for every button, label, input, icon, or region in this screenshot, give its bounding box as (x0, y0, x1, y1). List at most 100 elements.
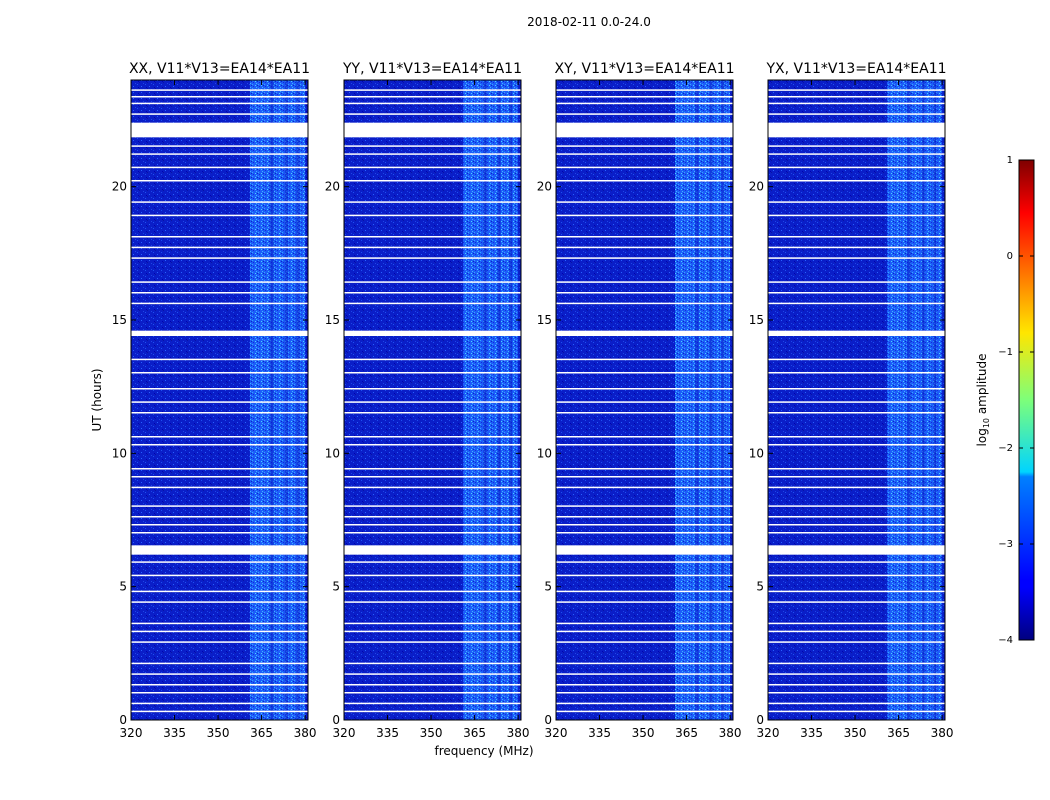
flagged-row (131, 532, 308, 534)
rfi-channel-gap (721, 80, 725, 720)
flagged-row (131, 236, 308, 238)
flagged-row (768, 476, 945, 478)
y-tick-label: 5 (756, 580, 764, 594)
flagged-row (768, 444, 945, 446)
x-axis-label: frequency (MHz) (434, 744, 533, 758)
flagged-row (131, 102, 308, 105)
rfi-band (674, 80, 731, 720)
flagged-row (131, 281, 308, 283)
flagged-row (131, 113, 308, 115)
colorbar-tick-label: −3 (998, 539, 1013, 550)
colorbar-label-prefix: log (975, 428, 989, 446)
flagged-row (131, 153, 308, 155)
flagged-row (344, 561, 521, 563)
panel-yy: YY, V11*V13=EA14*EA11 320 335 350 365 380 0 5 10… (325, 61, 530, 740)
flagged-row (131, 145, 308, 147)
panel-title: YY, V11*V13=EA14*EA11 (342, 61, 522, 77)
y-tick-label: 10 (112, 446, 127, 460)
flagged-row (344, 214, 521, 217)
flagged-row (768, 574, 945, 577)
flagged-row (556, 684, 733, 686)
flagged-row (768, 532, 945, 534)
flagged-row (344, 292, 521, 294)
flagged-row (556, 236, 733, 238)
flagged-row (344, 601, 521, 603)
panel-title: YX, V11*V13=EA14*EA11 (765, 61, 946, 77)
x-tick-label: 380 (719, 726, 742, 740)
flagged-row (556, 257, 733, 259)
flagged-row (556, 641, 733, 643)
rfi-channel-gap (270, 80, 274, 720)
y-tick-label: 20 (325, 180, 340, 194)
rfi-channel-gap (483, 80, 487, 720)
flagged-row (344, 358, 521, 361)
x-tick-label: 365 (463, 726, 486, 740)
flagged-row (768, 545, 945, 555)
rfi-band (886, 80, 943, 720)
flagged-row (556, 486, 733, 489)
flagged-row (131, 622, 308, 625)
flagged-row (131, 96, 308, 98)
y-tick-label: 5 (119, 580, 127, 594)
flagged-row (556, 444, 733, 446)
x-tick-label: 350 (632, 726, 655, 740)
flagged-row (344, 180, 521, 182)
flagged-row (556, 574, 733, 577)
flagged-row (556, 330, 733, 336)
flagged-row (131, 702, 308, 705)
flagged-row (344, 524, 521, 526)
flagged-row (344, 692, 521, 694)
flagged-row (768, 622, 945, 625)
x-tick-label: 380 (507, 726, 530, 740)
flagged-row (556, 590, 733, 593)
y-tick-label: 0 (119, 713, 127, 727)
flagged-row (556, 302, 733, 305)
flagged-row (131, 630, 308, 633)
flagged-row (344, 372, 521, 374)
flagged-row (768, 330, 945, 336)
rfi-channel-gap (497, 80, 501, 720)
x-tick-label: 320 (545, 726, 568, 740)
flagged-row (768, 246, 945, 249)
y-tick-label: 5 (332, 580, 340, 594)
flagged-row (556, 153, 733, 155)
x-tick-label: 365 (887, 726, 910, 740)
rfi-band (462, 80, 519, 720)
flagged-row (556, 545, 733, 555)
flagged-row (768, 153, 945, 155)
flagged-row (344, 96, 521, 98)
flagged-row (556, 601, 733, 603)
colorbar-tick-label: 1 (1007, 155, 1013, 166)
colorbar-label-suffix: amplitude (975, 354, 989, 418)
flagged-row (344, 710, 521, 713)
flagged-row (556, 692, 733, 694)
flagged-row (131, 358, 308, 361)
flagged-row (556, 102, 733, 105)
figure-title: 2018-02-11 0.0-24.0 (527, 15, 651, 29)
flagged-row (768, 281, 945, 283)
flagged-row (344, 201, 521, 203)
y-tick-label: 10 (749, 446, 764, 460)
flagged-row (344, 684, 521, 686)
flagged-row (344, 388, 521, 390)
flagged-row (768, 710, 945, 713)
flagged-row (556, 281, 733, 283)
colorbar-tick-label: −2 (998, 443, 1013, 454)
y-tick-label: 15 (325, 313, 340, 327)
y-tick-label: 20 (537, 180, 552, 194)
flagged-row (344, 257, 521, 259)
y-tick-label: 5 (544, 580, 552, 594)
flagged-row (768, 468, 945, 470)
rfi-channel-gap (907, 80, 911, 720)
flagged-row (768, 524, 945, 526)
y-tick-label: 0 (332, 713, 340, 727)
flagged-row (131, 601, 308, 603)
flagged-row (556, 673, 733, 675)
flagged-row (344, 486, 521, 489)
flagged-row (768, 180, 945, 182)
x-tick-label: 335 (163, 726, 186, 740)
flagged-row (344, 574, 521, 577)
flagged-row (131, 246, 308, 249)
flagged-row (344, 246, 521, 249)
